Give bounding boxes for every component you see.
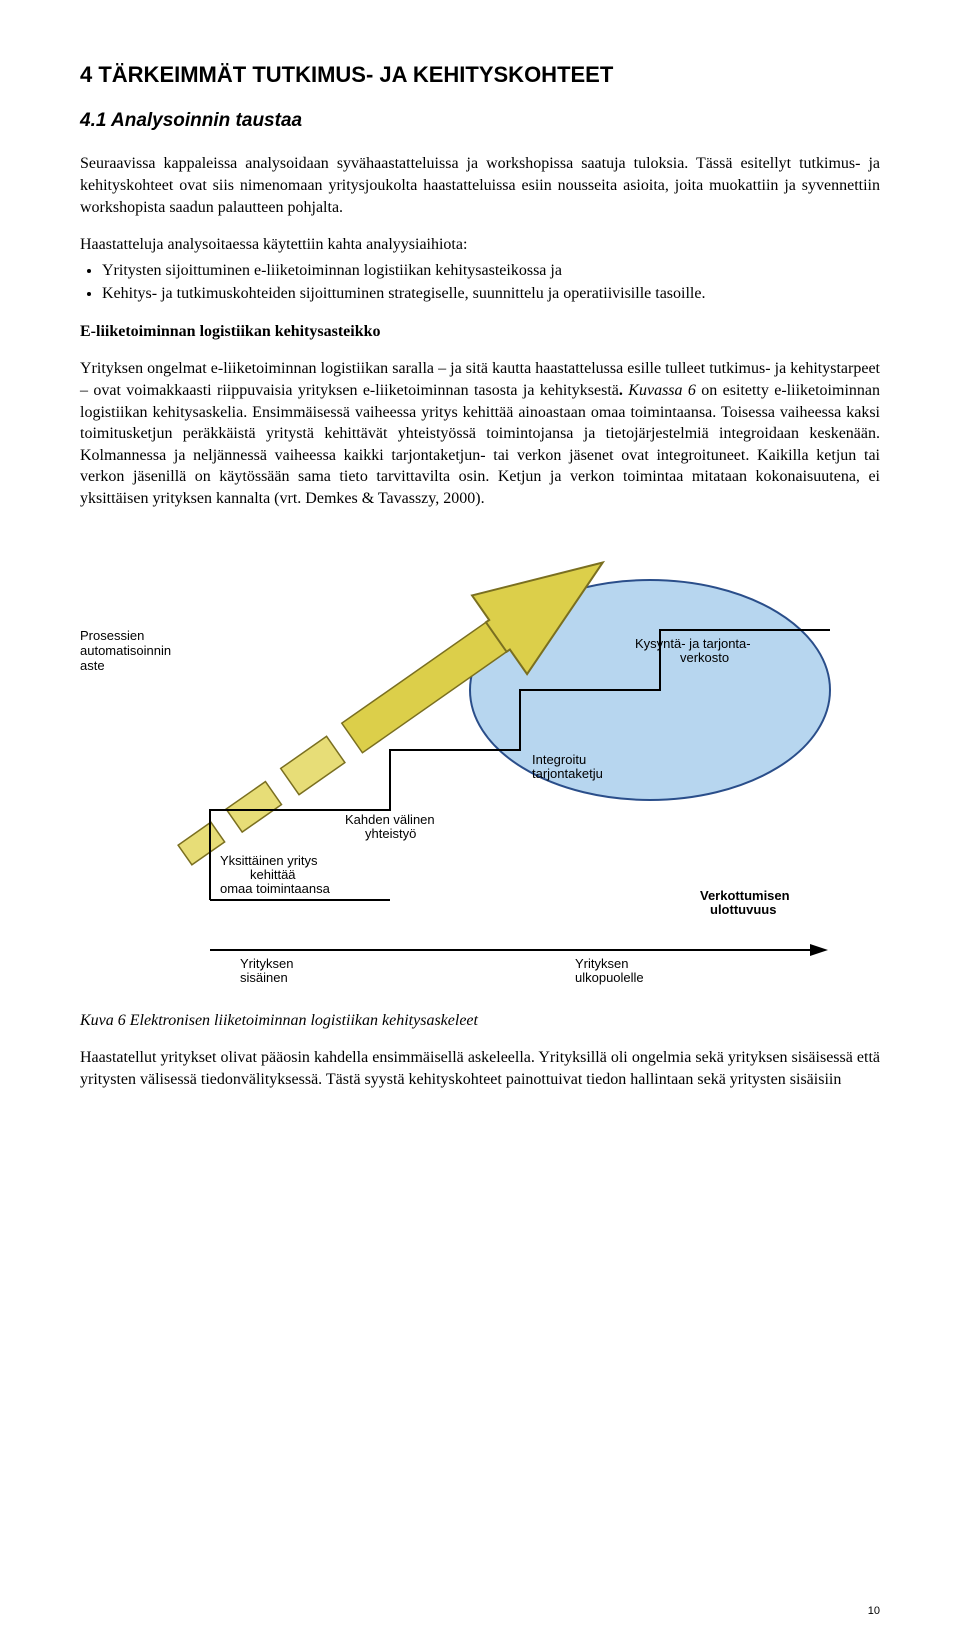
paragraph-2-intro: Haastatteluja analysoitaessa käytettiin … [80, 234, 880, 256]
subheading-bold: E-liiketoiminnan logistiikan kehitysaste… [80, 321, 880, 343]
step-label-1: Yksittäinen yritys kehittää omaa toimint… [220, 853, 331, 896]
para3-part-c: Kuvassa 6 [628, 382, 696, 399]
paragraph-4: Haastatellut yritykset olivat pääosin ka… [80, 1047, 880, 1090]
para3-part-b: . [619, 382, 628, 399]
arrow-shaft-seg [281, 736, 345, 794]
para3-part-d: on esitetty e-liiketoiminnan logistiikan… [80, 382, 880, 507]
paragraph-1: Seuraavissa kappaleissa analysoidaan syv… [80, 153, 880, 218]
x-axis-far-right-label: Verkottumisen ulottuvuus [700, 888, 793, 917]
x-axis-left-label: Yrityksen sisäinen [240, 956, 297, 985]
arrow-shaft-seg [178, 822, 225, 865]
paragraph-3: Yrityksen ongelmat e-liiketoiminnan logi… [80, 358, 880, 509]
arrow-shaft-seg [226, 781, 281, 831]
figure-6-diagram: Prosessien automatisoinnin aste Yksittäi… [80, 540, 880, 1000]
page-number: 10 [868, 1604, 880, 1619]
figure-caption: Kuva 6 Elektronisen liiketoiminnan logis… [80, 1010, 880, 1032]
heading-2: 4.1 Analysoinnin taustaa [80, 108, 880, 134]
bullet-item: Kehitys- ja tutkimuskohteiden sijoittumi… [102, 283, 880, 305]
y-axis-label: Prosessien automatisoinnin aste [80, 628, 175, 673]
x-axis-arrowhead [810, 944, 828, 956]
step-label-2: Kahden välinen yhteistyö [345, 812, 438, 841]
x-axis-right-label: Yrityksen ulkopuolelle [575, 956, 644, 985]
heading-1: 4 TÄRKEIMMÄT TUTKIMUS- JA KEHITYSKOHTEET [80, 60, 880, 90]
bullet-item: Yritysten sijoittuminen e-liiketoiminnan… [102, 260, 880, 282]
bullet-list: Yritysten sijoittuminen e-liiketoiminnan… [80, 260, 880, 305]
diagram-svg: Prosessien automatisoinnin aste Yksittäi… [80, 540, 880, 1000]
